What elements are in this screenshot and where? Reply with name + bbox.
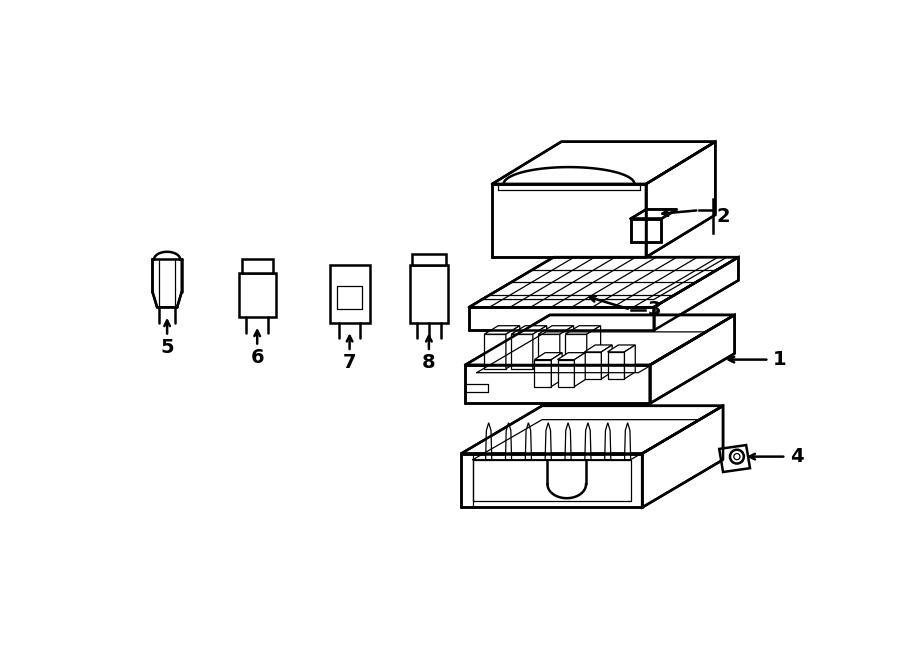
Text: 6: 6	[250, 348, 264, 367]
Polygon shape	[650, 315, 734, 403]
Polygon shape	[465, 315, 734, 365]
Polygon shape	[584, 352, 601, 379]
Polygon shape	[560, 326, 573, 369]
Text: 5: 5	[160, 338, 174, 357]
Polygon shape	[601, 345, 612, 379]
Polygon shape	[511, 334, 533, 369]
Polygon shape	[152, 260, 182, 307]
Polygon shape	[484, 334, 506, 369]
Polygon shape	[557, 353, 585, 360]
Polygon shape	[565, 334, 587, 369]
Polygon shape	[461, 453, 643, 508]
Polygon shape	[585, 423, 591, 459]
Polygon shape	[552, 353, 562, 387]
Polygon shape	[545, 423, 552, 459]
Polygon shape	[465, 365, 650, 403]
Text: 3: 3	[648, 300, 662, 319]
Polygon shape	[526, 423, 532, 459]
Polygon shape	[492, 141, 716, 184]
Polygon shape	[631, 219, 662, 242]
Text: 8: 8	[422, 353, 436, 372]
Polygon shape	[469, 257, 738, 307]
Polygon shape	[565, 326, 600, 334]
Text: 4: 4	[790, 447, 804, 466]
Polygon shape	[461, 406, 723, 453]
Polygon shape	[584, 345, 612, 352]
Polygon shape	[557, 360, 574, 387]
Polygon shape	[329, 265, 370, 323]
Polygon shape	[506, 423, 511, 459]
Polygon shape	[631, 210, 677, 219]
Polygon shape	[605, 423, 611, 459]
Polygon shape	[484, 326, 520, 334]
Polygon shape	[653, 257, 738, 330]
Polygon shape	[238, 272, 275, 317]
Polygon shape	[643, 406, 723, 508]
Polygon shape	[719, 445, 750, 472]
Text: 2: 2	[716, 207, 730, 226]
Polygon shape	[412, 254, 446, 265]
Polygon shape	[538, 326, 573, 334]
Polygon shape	[574, 353, 585, 387]
Polygon shape	[486, 423, 491, 459]
Polygon shape	[587, 326, 600, 369]
Polygon shape	[511, 326, 546, 334]
Polygon shape	[506, 326, 520, 369]
Text: 1: 1	[773, 350, 787, 369]
Polygon shape	[533, 326, 546, 369]
Text: 7: 7	[343, 353, 356, 372]
Polygon shape	[565, 423, 572, 459]
Polygon shape	[469, 307, 653, 330]
Polygon shape	[538, 334, 560, 369]
Polygon shape	[535, 353, 562, 360]
Polygon shape	[242, 258, 273, 272]
Polygon shape	[608, 345, 635, 352]
Polygon shape	[535, 360, 552, 387]
Polygon shape	[625, 423, 631, 459]
Polygon shape	[410, 265, 448, 323]
Polygon shape	[646, 141, 716, 257]
Polygon shape	[608, 352, 625, 379]
Polygon shape	[492, 184, 646, 257]
Polygon shape	[625, 345, 635, 379]
